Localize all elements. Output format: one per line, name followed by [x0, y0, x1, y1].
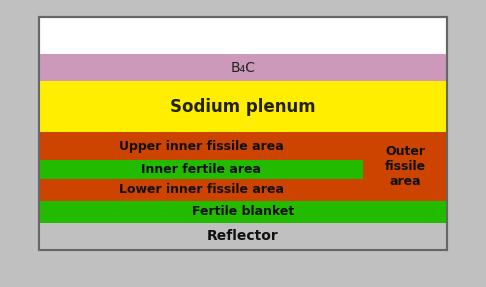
Bar — [39, 17, 447, 250]
Bar — [364, 132, 447, 201]
Text: B₄C: B₄C — [230, 61, 256, 75]
Text: Inner fertile area: Inner fertile area — [141, 163, 261, 176]
Bar — [39, 17, 447, 250]
Bar — [39, 160, 364, 179]
Text: Outer
fissile
area: Outer fissile area — [385, 145, 426, 188]
Text: Lower inner fissile area: Lower inner fissile area — [119, 183, 284, 196]
Text: Sodium plenum: Sodium plenum — [170, 98, 316, 116]
Bar — [39, 223, 447, 250]
Bar — [39, 132, 364, 160]
Bar — [39, 81, 447, 132]
Bar — [39, 201, 447, 223]
Bar — [39, 179, 364, 201]
Text: Fertile blanket: Fertile blanket — [192, 205, 294, 218]
Bar — [39, 55, 447, 81]
Text: Reflector: Reflector — [207, 229, 279, 243]
Text: Upper inner fissile area: Upper inner fissile area — [119, 139, 283, 152]
